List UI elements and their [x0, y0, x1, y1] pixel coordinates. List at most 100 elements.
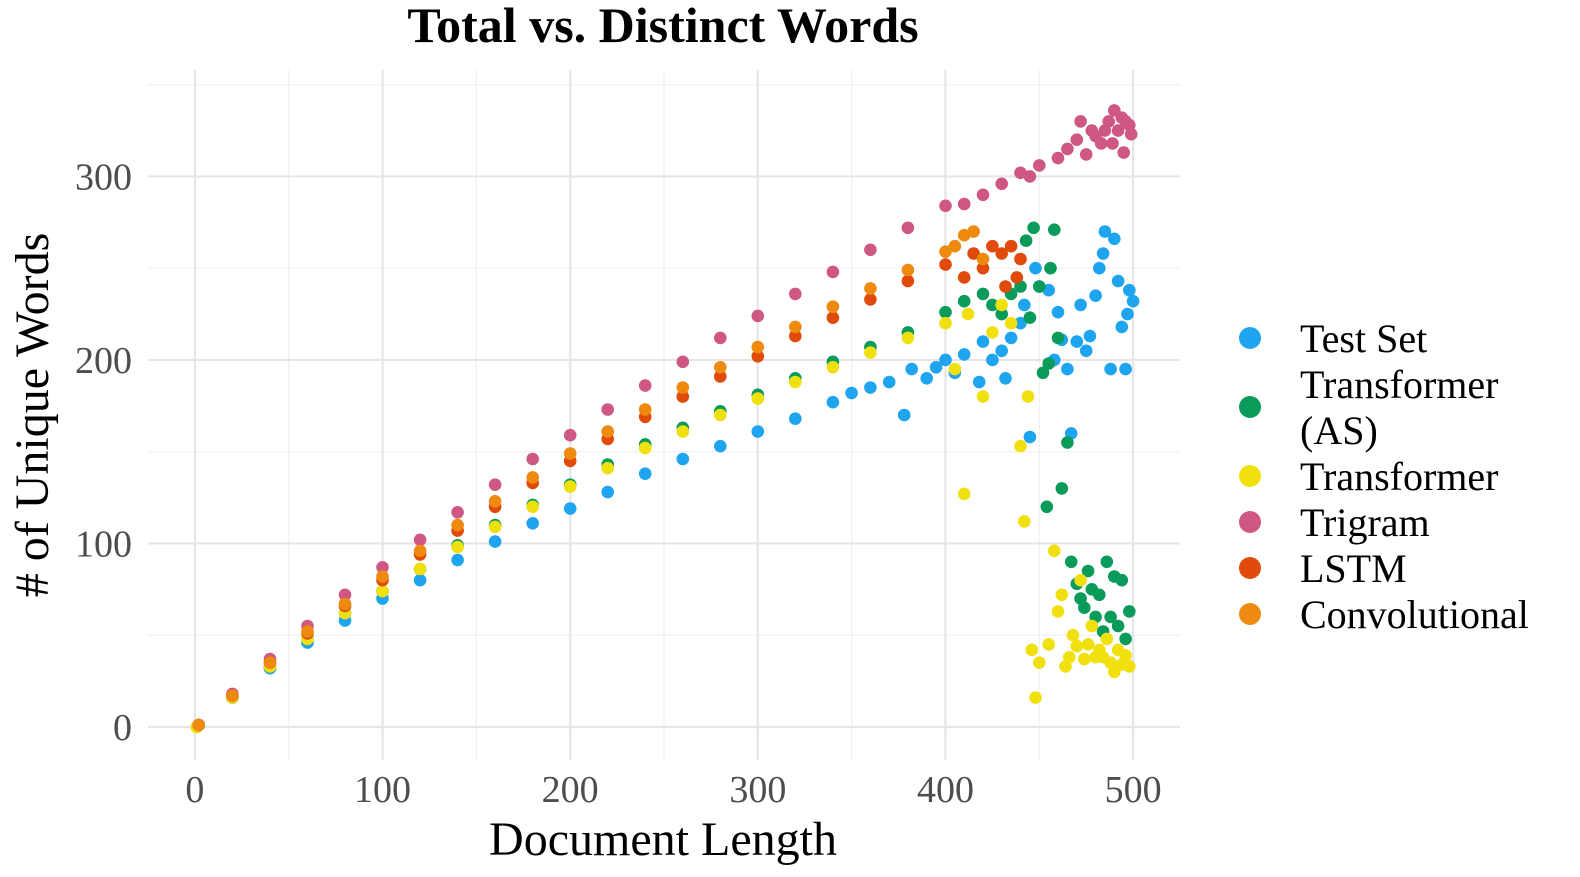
x-tick-label: 100: [354, 769, 411, 811]
data-point: [1066, 628, 1080, 642]
data-point: [789, 375, 802, 389]
data-point: [1061, 362, 1074, 376]
data-point: [948, 239, 962, 253]
y-axis-title: # of Unique Words: [6, 233, 59, 598]
data-point: [1119, 649, 1132, 662]
data-point: [638, 403, 652, 416]
data-point: [864, 243, 877, 257]
data-point: [826, 395, 840, 409]
legend-label: Test Set: [1300, 316, 1427, 361]
data-point: [526, 500, 539, 514]
data-point: [976, 390, 990, 403]
x-axis-title: Document Length: [489, 813, 837, 866]
data-point: [376, 561, 389, 574]
series-3: [192, 104, 1138, 732]
data-point: [976, 287, 990, 301]
series-4: [192, 239, 1027, 732]
data-point: [939, 245, 952, 258]
data-point: [1061, 436, 1074, 449]
data-point: [601, 461, 614, 475]
data-point: [1085, 619, 1099, 633]
data-point: [995, 298, 1008, 312]
data-point: [1106, 137, 1119, 150]
data-point: [1100, 555, 1114, 569]
data-point: [1004, 331, 1018, 345]
data-point: [338, 588, 352, 602]
data-point: [957, 487, 971, 501]
legend-key: [1239, 511, 1261, 533]
data-point: [1051, 605, 1065, 618]
data-point: [1102, 115, 1115, 128]
data-point: [986, 239, 999, 253]
data-point: [901, 274, 915, 288]
data-point: [714, 331, 727, 345]
data-point: [957, 348, 971, 361]
legend-key: [1239, 465, 1261, 487]
data-point: [451, 506, 464, 519]
data-point: [488, 535, 502, 548]
legend-key: [1239, 603, 1261, 625]
data-point: [1124, 127, 1138, 141]
data-point: [1089, 289, 1102, 303]
data-point: [1029, 261, 1042, 275]
data-point: [939, 305, 952, 319]
data-point: [826, 265, 840, 279]
data-point: [826, 300, 840, 314]
data-point: [999, 372, 1012, 385]
data-point: [1042, 357, 1055, 370]
data-point: [967, 247, 980, 260]
data-point: [789, 320, 802, 334]
data-point: [1023, 311, 1037, 325]
data-point: [1111, 619, 1125, 633]
series-5: [192, 225, 990, 732]
data-point: [526, 517, 539, 530]
data-point: [864, 293, 877, 306]
data-point: [986, 298, 999, 312]
data-point: [1104, 610, 1117, 624]
data-point: [751, 309, 765, 323]
data-point: [948, 362, 962, 376]
data-point: [676, 425, 690, 438]
data-point: [1014, 316, 1027, 330]
data-point: [1126, 294, 1140, 308]
data-point: [1098, 225, 1112, 238]
data-point: [1100, 632, 1114, 646]
data-point: [638, 467, 652, 481]
grid: [148, 70, 1180, 760]
data-point: [1036, 366, 1050, 380]
data-point: [638, 379, 652, 392]
data-point: [413, 573, 427, 587]
data-point: [263, 656, 277, 669]
data-point: [1083, 329, 1097, 343]
data-point: [1117, 146, 1130, 159]
data-point: [1055, 482, 1069, 495]
data-point: [1051, 331, 1065, 345]
data-point: [939, 353, 952, 367]
data-point: [789, 287, 802, 301]
data-point: [1070, 335, 1084, 348]
data-point: [1123, 660, 1136, 673]
data-point: [789, 412, 802, 426]
data-point: [1094, 137, 1108, 150]
data-point: [1108, 232, 1121, 246]
data-point: [751, 425, 765, 438]
data-point: [986, 353, 999, 367]
data-point: [1033, 159, 1046, 172]
data-point: [864, 346, 877, 359]
data-point: [1033, 280, 1046, 293]
data-point: [1096, 247, 1110, 260]
data-point: [488, 478, 502, 492]
legend-label: Transformer: [1300, 454, 1499, 499]
legend-label: LSTM: [1300, 546, 1407, 591]
data-point: [1123, 605, 1136, 618]
data-point: [929, 361, 943, 374]
data-point: [976, 252, 990, 266]
data-point: [789, 329, 802, 343]
data-point: [676, 381, 690, 394]
data-point: [957, 197, 971, 211]
data-point: [1018, 298, 1031, 312]
data-point: [1078, 601, 1091, 614]
legend-label: Trigram: [1300, 500, 1430, 545]
